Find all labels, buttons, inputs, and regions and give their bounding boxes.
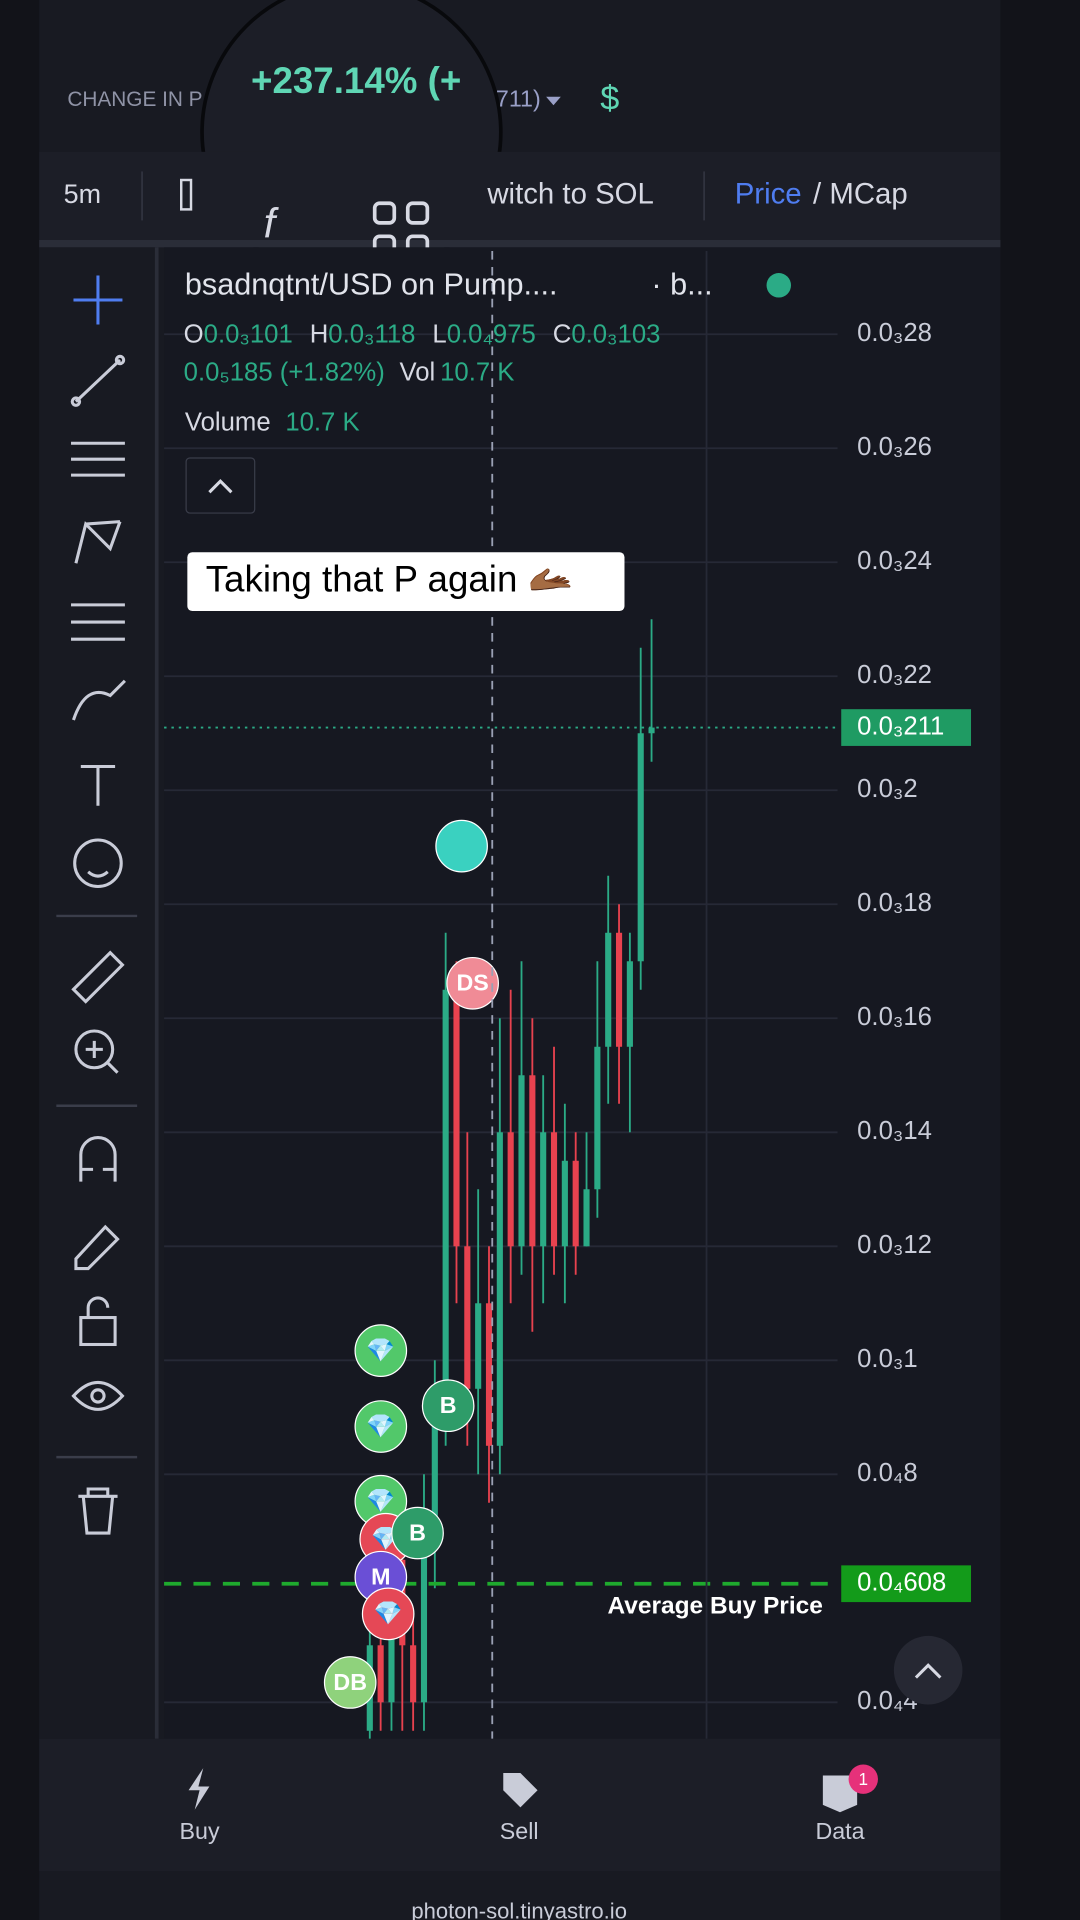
symbol: bsadnqtnt/USD on Pump....: [185, 268, 558, 302]
y-tick-label: 0.0₄8: [857, 1459, 918, 1487]
nav-buy[interactable]: Buy: [180, 1818, 220, 1844]
trade-marker: [354, 1400, 408, 1453]
y-tick-label: 0.0₃14: [857, 1117, 932, 1145]
candle-body: [648, 727, 655, 734]
toolbar-divider: [39, 240, 1001, 248]
header-label: CHANGE IN P: [67, 88, 202, 111]
current-price-tag: [841, 709, 972, 746]
average-buy-label: 0.0₄608: [857, 1569, 946, 1597]
caption: Taking that P again 🫴🏾: [206, 558, 574, 599]
dollar-icon[interactable]: $: [600, 79, 619, 117]
source: · b...: [651, 268, 712, 302]
drawing-tools[interactable]: [70, 275, 126, 1535]
collapse-button[interactable]: [185, 457, 256, 514]
candle-body: [529, 1075, 536, 1247]
candle-body: [431, 1417, 438, 1532]
y-tick-label: 0.0₃12: [857, 1231, 932, 1259]
scroll-top[interactable]: [893, 1635, 963, 1705]
candle-body: [518, 1075, 525, 1247]
ohlc: O0.0₃101 H0.0₃118 L0.0₄975 C0.0₃103: [184, 320, 661, 348]
collapse-icon[interactable]: [208, 479, 233, 494]
candle-body: [453, 989, 460, 1247]
y-tick-label: 0.0₃26: [857, 433, 932, 461]
data-icon[interactable]: [822, 1775, 858, 1813]
y-tick-label: 0.0₃1: [857, 1345, 917, 1373]
trade-marker-label: 💎: [374, 1600, 403, 1626]
candle-body: [507, 1132, 514, 1247]
candle-body: [605, 932, 612, 1047]
y-tick-label: 0.0₃24: [857, 547, 932, 575]
candle-icon[interactable]: [180, 178, 193, 211]
trade-marker-label: 💎: [366, 1337, 395, 1363]
y-tick-label: 0.0₃22: [857, 661, 932, 689]
y-tick-label: 0.0₃18: [857, 889, 932, 917]
y-tick-label: 0.0₃28: [857, 319, 932, 347]
tool-dividers: [56, 914, 138, 1459]
trade-marker: [354, 1324, 408, 1377]
candle-body: [410, 1645, 417, 1703]
ohlc-change: 0.0₅185 (+1.82%) Vol 10.7 K: [184, 358, 515, 386]
interval[interactable]: 5m: [64, 179, 101, 209]
scroll-top-icon[interactable]: [914, 1663, 942, 1679]
wallet-marker: [435, 819, 488, 873]
candle-body: [420, 1531, 428, 1703]
trade-marker-label: B: [440, 1392, 457, 1418]
trade-marker-label: DB: [333, 1669, 367, 1695]
change-tail: 711): [496, 86, 541, 112]
candle-body: [485, 1303, 493, 1446]
trade-marker: [446, 956, 499, 1010]
candles: [366, 619, 655, 1739]
trade-marker-label: 💎: [366, 1488, 395, 1514]
trade-marker: [323, 1656, 377, 1709]
y-tick-label: 0.0₃16: [857, 1003, 932, 1031]
left-toolbar: [39, 247, 157, 1739]
trade-marker-label: B: [409, 1519, 426, 1545]
candle-body: [377, 1645, 384, 1703]
chart-area: [164, 247, 1001, 1739]
buy-icon[interactable]: [188, 1768, 210, 1810]
average-buy-text: Average Buy Price: [608, 1592, 823, 1619]
candle-body: [583, 1189, 590, 1247]
candle-body: [561, 1160, 568, 1247]
candle-body: [540, 1132, 547, 1247]
caption-box: [187, 552, 625, 612]
mcap-toggle[interactable]: / MCap: [813, 178, 908, 211]
y-tick-label: 0.0₃2: [857, 775, 917, 803]
nav-data[interactable]: Data: [815, 1818, 864, 1844]
trade-marker: [361, 1587, 415, 1641]
candle-body: [550, 1132, 558, 1247]
trade-marker: [391, 1506, 444, 1560]
status-dot: [766, 273, 792, 298]
badge: [848, 1764, 878, 1794]
candle-body: [615, 932, 623, 1047]
trade-marker-label: DS: [456, 970, 488, 996]
trade-marker: [421, 1379, 475, 1433]
candle-body: [626, 961, 633, 1047]
candle-body: [496, 1132, 503, 1446]
trade-marker-label: 💎: [366, 1413, 395, 1439]
price-toggle[interactable]: Price: [735, 178, 802, 211]
trade-marker-label: M: [371, 1564, 390, 1590]
candle-body: [572, 1160, 579, 1247]
candle-body: [464, 1246, 471, 1389]
average-buy-tag: [841, 1565, 972, 1603]
footer-url: photon-sol.tinyastro.io: [411, 1898, 627, 1920]
candle-body: [594, 1046, 601, 1190]
change: +237.14% (+: [251, 60, 461, 101]
nav-sell[interactable]: Sell: [500, 1818, 539, 1844]
badge-count: 1: [858, 1769, 868, 1789]
dropdown-icon[interactable]: [546, 96, 561, 106]
current-price-label: 0.0₃211: [857, 712, 944, 740]
volume-legend: Volume 10.7 K: [185, 408, 360, 436]
switch-sol[interactable]: witch to SOL: [486, 178, 654, 211]
toolbar: [39, 151, 1001, 240]
candle-body: [637, 733, 644, 962]
candle-body: [442, 989, 449, 1418]
candle-body: [475, 1303, 482, 1389]
